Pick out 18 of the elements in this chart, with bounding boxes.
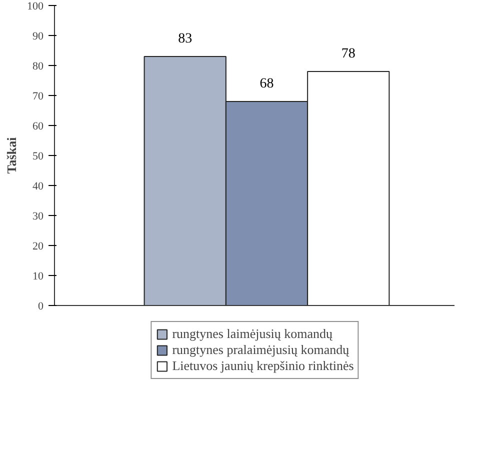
data-label: 68 xyxy=(260,76,274,92)
y-tick-label: 60 xyxy=(32,120,44,132)
y-tick-label: 50 xyxy=(32,150,44,162)
data-label: 83 xyxy=(178,32,192,46)
y-tick-label: 90 xyxy=(32,30,44,42)
y-axis-title: Taškai xyxy=(4,136,19,174)
legend-label: rungtynes laimėjusių komandų xyxy=(172,326,332,342)
y-tick-label: 30 xyxy=(32,210,44,222)
y-tick-label: 0 xyxy=(38,300,44,312)
legend-label: rungtynes pralaimėjusių komandų xyxy=(172,342,350,358)
y-tick-label: 80 xyxy=(32,60,44,72)
y-tick-label: 20 xyxy=(32,240,44,252)
y-tick-label: 10 xyxy=(32,270,44,282)
legend-label: Lietuvos jaunių krepšinio rinktinės xyxy=(172,358,354,374)
y-tick-label: 40 xyxy=(32,180,44,192)
data-label: 78 xyxy=(341,46,356,62)
y-tick-label: 100 xyxy=(27,0,44,12)
y-tick-label: 70 xyxy=(32,90,44,102)
